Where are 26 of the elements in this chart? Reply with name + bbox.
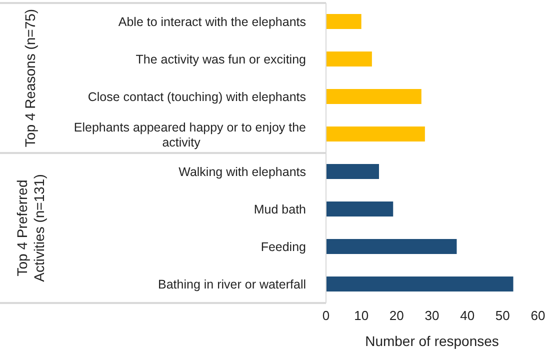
x-tick-label: 30 [424, 308, 440, 324]
y-tick-label: Bathing in river or waterfall [158, 277, 306, 292]
bar [326, 164, 379, 179]
bar [326, 14, 362, 29]
x-tick-label: 40 [460, 308, 475, 324]
x-tick-label: 60 [530, 308, 546, 324]
y-tick-label: Mud bath [254, 202, 306, 216]
bar [326, 52, 372, 66]
x-tick-label: 0 [322, 308, 330, 324]
y-tick-label: Elephants appeared happy or to enjoy the activity [74, 120, 306, 150]
text: Top 4 Preferred Activities (n=131) [14, 174, 47, 282]
bar [326, 239, 457, 254]
y-tick-label: Walking with elephants [178, 164, 306, 179]
bar [326, 276, 514, 292]
bar [326, 126, 425, 142]
x-tick-label: 10 [354, 308, 369, 324]
bar [326, 89, 422, 104]
x-axis-title: Number of responses [365, 333, 499, 349]
y-tick-label: Feeding [260, 240, 306, 254]
y-tick-label: Able to interact with the elephants [118, 14, 306, 29]
x-tick-label: 20 [389, 308, 404, 324]
text: Top 4 Reasons (n=75) [22, 8, 38, 148]
y-tick-label: Close contact (touching) with elephants [88, 90, 306, 104]
y-tick-label: The activity was fun or exciting [136, 52, 306, 66]
x-tick-label: 50 [495, 308, 510, 324]
bar [326, 202, 394, 216]
